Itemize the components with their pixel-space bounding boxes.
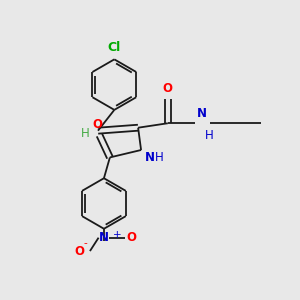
Text: O: O — [75, 244, 85, 258]
Text: -: - — [83, 238, 87, 248]
Text: O: O — [92, 118, 102, 131]
Text: O: O — [126, 231, 136, 244]
Text: H: H — [155, 152, 164, 164]
Text: +: + — [113, 230, 122, 240]
Text: H: H — [81, 127, 90, 140]
Text: N: N — [99, 231, 109, 244]
Text: N: N — [197, 107, 207, 120]
Text: H: H — [205, 129, 214, 142]
Text: Cl: Cl — [108, 41, 121, 54]
Text: O: O — [163, 82, 173, 95]
Text: N: N — [145, 152, 154, 164]
